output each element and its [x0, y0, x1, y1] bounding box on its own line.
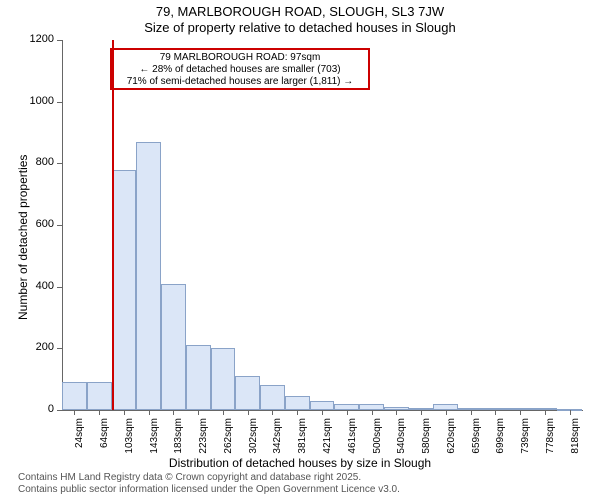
y-axis-label: Number of detached properties	[16, 155, 30, 320]
footer-line2: Contains public sector information licen…	[18, 484, 400, 496]
y-tick-label: 1000	[22, 95, 54, 107]
y-tick-mark	[57, 225, 62, 226]
property-marker-line	[112, 40, 114, 410]
x-tick-label: 421sqm	[322, 418, 333, 468]
y-tick-mark	[57, 40, 62, 41]
x-tick-label: 739sqm	[520, 418, 531, 468]
x-tick-mark	[124, 410, 125, 415]
y-tick-label: 800	[22, 156, 54, 168]
x-tick-label: 778sqm	[545, 418, 556, 468]
x-tick-mark	[545, 410, 546, 415]
y-tick-label: 600	[22, 218, 54, 230]
y-tick-label: 200	[22, 341, 54, 353]
x-tick-mark	[173, 410, 174, 415]
x-tick-label: 381sqm	[297, 418, 308, 468]
annotation-line3: 71% of semi-detached houses are larger (…	[116, 76, 364, 88]
x-tick-label: 183sqm	[173, 418, 184, 468]
x-tick-mark	[421, 410, 422, 415]
y-tick-mark	[57, 410, 62, 411]
x-tick-label: 64sqm	[99, 418, 110, 468]
chart-root: 79, MARLBOROUGH ROAD, SLOUGH, SL3 7JW Si…	[0, 0, 600, 500]
x-tick-label: 659sqm	[471, 418, 482, 468]
x-tick-mark	[495, 410, 496, 415]
histogram-bar	[285, 396, 310, 410]
x-tick-label: 302sqm	[248, 418, 259, 468]
y-tick-label: 400	[22, 280, 54, 292]
x-tick-mark	[570, 410, 571, 415]
x-tick-label: 143sqm	[149, 418, 160, 468]
x-tick-mark	[372, 410, 373, 415]
x-tick-mark	[74, 410, 75, 415]
x-tick-mark	[322, 410, 323, 415]
x-tick-label: 540sqm	[396, 418, 407, 468]
histogram-bar	[87, 382, 112, 410]
y-tick-mark	[57, 163, 62, 164]
x-tick-mark	[248, 410, 249, 415]
histogram-bar	[260, 385, 285, 410]
x-tick-label: 818sqm	[570, 418, 581, 468]
x-tick-mark	[297, 410, 298, 415]
footer-attribution: Contains HM Land Registry data © Crown c…	[18, 472, 400, 496]
x-tick-mark	[471, 410, 472, 415]
x-tick-label: 342sqm	[272, 418, 283, 468]
annotation-line2: ← 28% of detached houses are smaller (70…	[116, 64, 364, 76]
y-tick-mark	[57, 287, 62, 288]
histogram-bar	[136, 142, 161, 410]
chart-title-line1: 79, MARLBOROUGH ROAD, SLOUGH, SL3 7JW	[0, 4, 600, 19]
y-tick-label: 1200	[22, 33, 54, 45]
histogram-bar	[235, 376, 260, 410]
y-tick-mark	[57, 348, 62, 349]
y-tick-label: 0	[22, 403, 54, 415]
x-tick-mark	[223, 410, 224, 415]
annotation-line1: 79 MARLBOROUGH ROAD: 97sqm	[116, 52, 364, 64]
y-tick-mark	[57, 102, 62, 103]
x-tick-mark	[149, 410, 150, 415]
x-tick-mark	[272, 410, 273, 415]
x-tick-mark	[520, 410, 521, 415]
x-tick-label: 699sqm	[495, 418, 506, 468]
x-tick-label: 461sqm	[347, 418, 358, 468]
x-tick-mark	[198, 410, 199, 415]
histogram-bar	[186, 345, 211, 410]
marker-annotation-box: 79 MARLBOROUGH ROAD: 97sqm ← 28% of deta…	[110, 48, 370, 90]
footer-line1: Contains HM Land Registry data © Crown c…	[18, 472, 400, 484]
x-tick-label: 620sqm	[446, 418, 457, 468]
x-tick-label: 262sqm	[223, 418, 234, 468]
x-tick-mark	[99, 410, 100, 415]
x-tick-mark	[446, 410, 447, 415]
x-tick-label: 580sqm	[421, 418, 432, 468]
chart-title-line2: Size of property relative to detached ho…	[0, 20, 600, 35]
histogram-bar	[211, 348, 236, 410]
x-tick-mark	[347, 410, 348, 415]
x-tick-mark	[396, 410, 397, 415]
histogram-bar	[62, 382, 87, 410]
histogram-bar	[310, 401, 335, 410]
x-tick-label: 24sqm	[74, 418, 85, 468]
x-tick-label: 223sqm	[198, 418, 209, 468]
x-tick-label: 500sqm	[372, 418, 383, 468]
x-tick-label: 103sqm	[124, 418, 135, 468]
histogram-bar	[112, 170, 137, 411]
histogram-bar	[161, 284, 186, 410]
